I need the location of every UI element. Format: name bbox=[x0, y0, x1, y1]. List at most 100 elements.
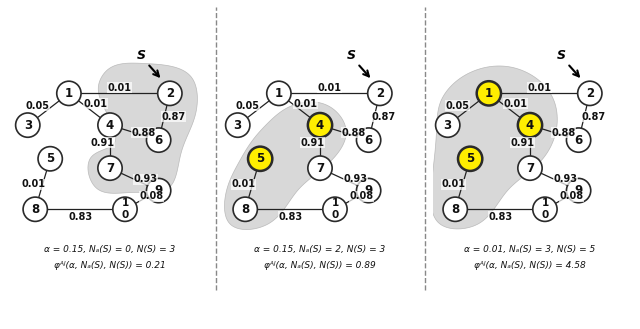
Text: 4: 4 bbox=[316, 119, 324, 132]
Circle shape bbox=[356, 178, 381, 203]
Text: 0.87: 0.87 bbox=[582, 112, 605, 122]
Text: S: S bbox=[557, 49, 566, 62]
Circle shape bbox=[356, 128, 381, 152]
Circle shape bbox=[458, 147, 483, 171]
Text: 0.01: 0.01 bbox=[503, 99, 527, 109]
Text: 0.87: 0.87 bbox=[371, 112, 396, 122]
Text: 0.01: 0.01 bbox=[108, 83, 131, 93]
Text: 5: 5 bbox=[256, 152, 264, 165]
Circle shape bbox=[157, 81, 182, 106]
Text: 9: 9 bbox=[575, 184, 582, 197]
Text: φᴬᴶ(α, Nₐ(S), N(S)) = 4.58: φᴬᴶ(α, Nₐ(S), N(S)) = 4.58 bbox=[474, 261, 586, 269]
Circle shape bbox=[566, 178, 591, 203]
Text: 0.05: 0.05 bbox=[445, 100, 469, 111]
Text: 9: 9 bbox=[365, 184, 372, 197]
Circle shape bbox=[267, 81, 291, 106]
Text: 6: 6 bbox=[365, 134, 372, 147]
Text: 3: 3 bbox=[24, 119, 32, 132]
Circle shape bbox=[532, 197, 557, 221]
Circle shape bbox=[518, 156, 542, 180]
Text: 3: 3 bbox=[444, 119, 452, 132]
Circle shape bbox=[308, 113, 332, 137]
Text: 5: 5 bbox=[46, 152, 54, 165]
Text: 0.88: 0.88 bbox=[132, 128, 156, 138]
Text: 0.08: 0.08 bbox=[559, 191, 583, 201]
Text: 0.91: 0.91 bbox=[511, 138, 534, 148]
Circle shape bbox=[367, 81, 392, 106]
Circle shape bbox=[147, 128, 171, 152]
Text: 9: 9 bbox=[154, 184, 163, 197]
Text: 0.05: 0.05 bbox=[235, 100, 259, 111]
Circle shape bbox=[113, 197, 137, 221]
Text: 7: 7 bbox=[106, 162, 114, 175]
Text: S: S bbox=[348, 49, 356, 62]
Text: 0.91: 0.91 bbox=[301, 138, 324, 148]
Circle shape bbox=[248, 147, 273, 171]
Text: 0.01: 0.01 bbox=[293, 99, 317, 109]
Text: 0.91: 0.91 bbox=[90, 138, 115, 148]
Text: 0.88: 0.88 bbox=[552, 128, 576, 138]
Text: 4: 4 bbox=[526, 119, 534, 132]
Polygon shape bbox=[88, 63, 197, 193]
Text: 1
0: 1 0 bbox=[122, 198, 129, 220]
Circle shape bbox=[578, 81, 602, 106]
Text: 4: 4 bbox=[106, 119, 114, 132]
Text: α = 0.15, Nₐ(S) = 2, N(S) = 3: α = 0.15, Nₐ(S) = 2, N(S) = 3 bbox=[254, 245, 386, 254]
Text: 1: 1 bbox=[484, 87, 493, 100]
Text: 6: 6 bbox=[575, 134, 582, 147]
Text: 0.01: 0.01 bbox=[527, 83, 551, 93]
Text: 0.93: 0.93 bbox=[554, 174, 577, 184]
Text: 2: 2 bbox=[166, 87, 174, 100]
Circle shape bbox=[308, 156, 332, 180]
Text: 0.05: 0.05 bbox=[25, 100, 49, 111]
Circle shape bbox=[15, 113, 40, 137]
Text: 1: 1 bbox=[65, 87, 73, 100]
Circle shape bbox=[323, 197, 347, 221]
Text: 0.83: 0.83 bbox=[488, 212, 512, 222]
Circle shape bbox=[98, 156, 122, 180]
Circle shape bbox=[566, 128, 591, 152]
Text: 0.01: 0.01 bbox=[83, 99, 107, 109]
Text: 1
0: 1 0 bbox=[541, 198, 548, 220]
Text: 1
0: 1 0 bbox=[332, 198, 339, 220]
Circle shape bbox=[57, 81, 81, 106]
Text: 0.88: 0.88 bbox=[342, 128, 366, 138]
Polygon shape bbox=[431, 66, 557, 229]
Text: 0.01: 0.01 bbox=[231, 179, 255, 189]
Text: 0.83: 0.83 bbox=[68, 212, 92, 222]
Text: 2: 2 bbox=[376, 87, 384, 100]
Circle shape bbox=[518, 113, 542, 137]
Text: φᴬᴶ(α, Nₐ(S), N(S)) = 0.89: φᴬᴶ(α, Nₐ(S), N(S)) = 0.89 bbox=[264, 261, 376, 269]
Text: 8: 8 bbox=[241, 203, 250, 216]
Text: 0.93: 0.93 bbox=[344, 174, 367, 184]
Text: 0.08: 0.08 bbox=[349, 191, 373, 201]
Text: 0.01: 0.01 bbox=[442, 179, 465, 189]
Circle shape bbox=[98, 113, 122, 137]
Text: 0.08: 0.08 bbox=[139, 191, 163, 201]
Text: 0.93: 0.93 bbox=[134, 174, 157, 184]
Text: 3: 3 bbox=[234, 119, 242, 132]
Circle shape bbox=[225, 113, 250, 137]
Polygon shape bbox=[225, 102, 346, 230]
Text: 7: 7 bbox=[526, 162, 534, 175]
Circle shape bbox=[23, 197, 47, 221]
Text: 8: 8 bbox=[31, 203, 39, 216]
Text: 1: 1 bbox=[275, 87, 283, 100]
Circle shape bbox=[147, 178, 171, 203]
Text: 0.01: 0.01 bbox=[21, 179, 45, 189]
Circle shape bbox=[477, 81, 501, 106]
Text: φᴬᴶ(α, Nₐ(S), N(S)) = 0.21: φᴬᴶ(α, Nₐ(S), N(S)) = 0.21 bbox=[54, 261, 166, 269]
Circle shape bbox=[38, 147, 62, 171]
Text: 6: 6 bbox=[154, 134, 163, 147]
Circle shape bbox=[233, 197, 257, 221]
Circle shape bbox=[443, 197, 467, 221]
Text: 2: 2 bbox=[586, 87, 594, 100]
Text: 0.01: 0.01 bbox=[317, 83, 341, 93]
Text: α = 0.15, Nₐ(S) = 0, N(S) = 3: α = 0.15, Nₐ(S) = 0, N(S) = 3 bbox=[44, 245, 175, 254]
Text: 8: 8 bbox=[451, 203, 460, 216]
Text: 7: 7 bbox=[316, 162, 324, 175]
Text: α = 0.01, Nₐ(S) = 3, N(S) = 5: α = 0.01, Nₐ(S) = 3, N(S) = 5 bbox=[465, 245, 596, 254]
Text: 0.87: 0.87 bbox=[161, 112, 186, 122]
Text: 0.83: 0.83 bbox=[278, 212, 302, 222]
Text: S: S bbox=[138, 49, 147, 62]
